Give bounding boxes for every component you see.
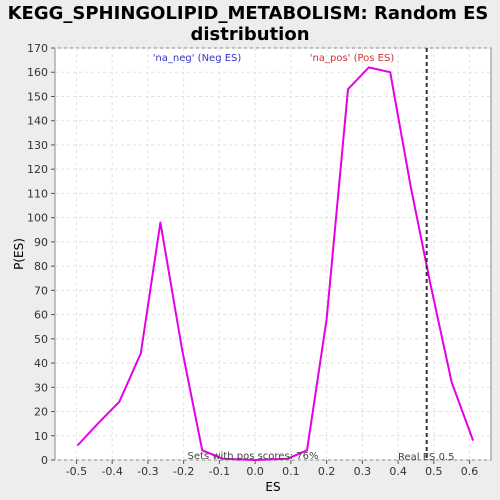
x-tick-label: -0.4 — [101, 465, 122, 478]
y-tick-label: 130 — [27, 139, 48, 152]
y-tick-label: 10 — [34, 430, 48, 443]
y-tick-label: 90 — [34, 236, 48, 249]
y-tick-label: 160 — [27, 66, 48, 79]
x-tick-label: 0.2 — [318, 465, 336, 478]
chart-title-line2: distribution — [190, 24, 309, 45]
x-axis-label: ES — [265, 480, 280, 494]
plot-area — [54, 47, 492, 461]
neg-es-annotation: 'na_neg' (Neg ES) — [153, 53, 242, 64]
x-tick-label: -0.1 — [209, 465, 230, 478]
x-tick-label: 0.6 — [461, 465, 479, 478]
y-tick-label: 100 — [27, 212, 48, 225]
x-tick-label: 0.0 — [246, 465, 264, 478]
x-tick-label: 0.5 — [425, 465, 443, 478]
y-axis-label: P(ES) — [12, 238, 26, 270]
x-tick-label: 0.4 — [389, 465, 407, 478]
y-tick-label: 110 — [27, 187, 48, 200]
y-tick-label: 70 — [34, 284, 48, 297]
chart-title-line1: KEGG_SPHINGOLIPID_METABOLISM: Random ES — [8, 3, 489, 24]
pos-es-annotation: 'na_pos' (Pos ES) — [310, 53, 395, 64]
y-tick-label: 60 — [34, 309, 48, 322]
y-tick-label: 20 — [34, 406, 48, 419]
x-tick-label: 0.3 — [354, 465, 372, 478]
y-tick-label: 50 — [34, 333, 48, 346]
series-line — [76, 66, 475, 461]
x-tick-label: 0.1 — [282, 465, 300, 478]
x-tick-label: -0.5 — [66, 465, 87, 478]
y-tick-label: 0 — [41, 454, 48, 467]
y-tick-label: 80 — [34, 260, 48, 273]
x-tick-label: -0.2 — [173, 465, 194, 478]
y-tick-label: 150 — [27, 90, 48, 103]
y-tick-label: 30 — [34, 381, 48, 394]
y-tick-label: 40 — [34, 357, 48, 370]
x-tick-label: -0.3 — [137, 465, 158, 478]
y-tick-label: 170 — [27, 42, 48, 55]
y-tick-label: 140 — [27, 115, 48, 128]
real-es-label: Real ES 0.5 — [398, 452, 454, 463]
sets-pos-annotation: Sets with pos scores: 76% — [188, 451, 319, 462]
y-tick-label: 120 — [27, 163, 48, 176]
